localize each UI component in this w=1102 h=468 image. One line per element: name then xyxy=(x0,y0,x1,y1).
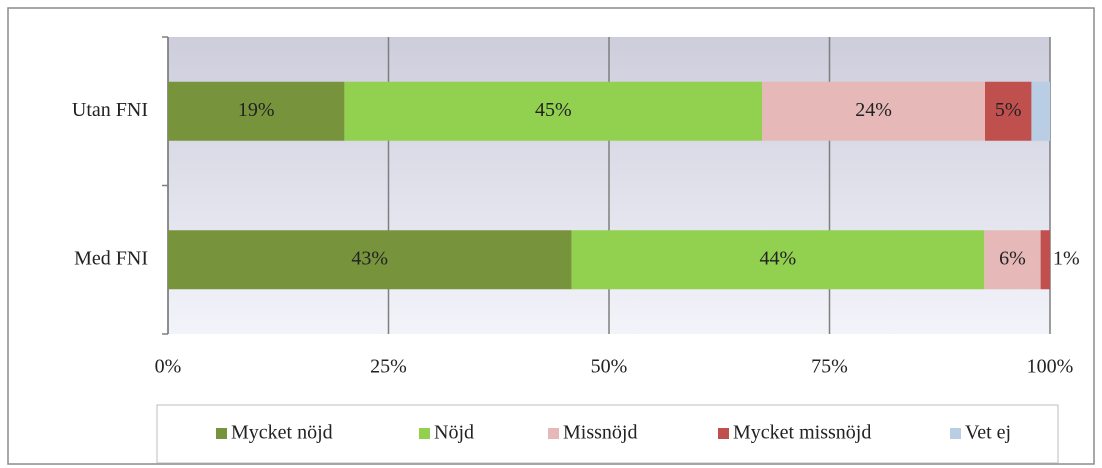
y-tick-label: Med FNI xyxy=(74,247,148,269)
legend-swatch xyxy=(216,428,227,439)
bar-segment xyxy=(571,230,985,290)
data-label: 5% xyxy=(995,99,1022,121)
legend-swatch xyxy=(718,428,729,439)
data-label: 45% xyxy=(535,99,572,121)
x-tick-label: 75% xyxy=(811,356,848,378)
bar-segment xyxy=(985,81,1032,141)
data-label: 1% xyxy=(1053,247,1080,269)
legend-label: Missnöjd xyxy=(563,422,637,444)
legend-swatch xyxy=(419,428,430,439)
bar-segment xyxy=(344,81,763,141)
data-label: 44% xyxy=(760,247,797,269)
x-tick-label: 0% xyxy=(155,356,182,378)
legend-label: Vet ej xyxy=(965,422,1011,444)
data-label: 24% xyxy=(855,99,892,121)
legend-swatch xyxy=(548,428,559,439)
x-tick-label: 50% xyxy=(591,356,628,378)
bar-segment xyxy=(1031,81,1050,141)
bar-segment xyxy=(1040,230,1050,290)
bar-segment xyxy=(168,81,345,141)
bar-segment xyxy=(168,230,572,290)
legend-label: Mycket missnöjd xyxy=(733,422,871,444)
y-tick-label: Utan FNI xyxy=(72,99,148,121)
x-tick-label: 25% xyxy=(370,356,407,378)
bar-segment xyxy=(984,230,1041,290)
data-label: 19% xyxy=(238,99,275,121)
x-tick-label: 100% xyxy=(1027,356,1074,378)
bar-segment xyxy=(762,81,986,141)
legend-label: Nöjd xyxy=(434,422,474,444)
legend-swatch xyxy=(950,428,961,439)
data-label: 6% xyxy=(999,247,1026,269)
legend-label: Mycket nöjd xyxy=(231,422,333,444)
legend-box xyxy=(156,404,1059,464)
data-label: 43% xyxy=(351,247,388,269)
